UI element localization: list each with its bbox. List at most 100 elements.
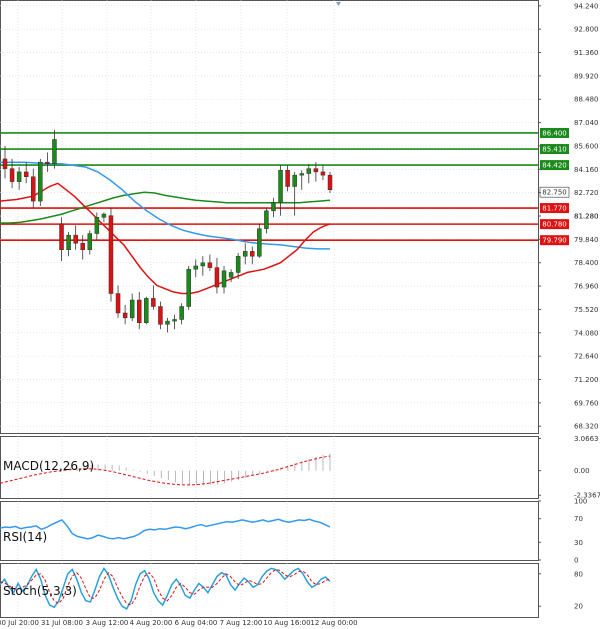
candle-body	[16, 171, 22, 182]
time-tick-label: 12 Aug 00:00	[310, 619, 357, 627]
candle-body	[235, 255, 241, 273]
chevron-down-icon[interactable]	[336, 2, 341, 6]
candle-body	[200, 262, 206, 267]
candle-body	[165, 320, 170, 325]
candle-body	[87, 233, 93, 250]
candle-body	[31, 176, 36, 202]
price-tick-label: 68.320	[574, 423, 599, 431]
candle-body	[129, 299, 135, 319]
candle-body	[108, 215, 114, 294]
stoch-k-line	[0, 566, 331, 610]
candle-body	[158, 306, 163, 325]
time-tick-label: 7 Aug 12:00	[220, 619, 263, 627]
time-tick-label: 6 Aug 04:00	[175, 619, 218, 627]
candle-body	[122, 312, 128, 319]
price-level-badge	[540, 219, 569, 230]
candle-body	[327, 174, 333, 190]
support-resistance-levels: 86.400 85.410 84.420 81.770 80.780 79.790 82.7…	[0, 127, 599, 246]
price-level-badge	[540, 160, 569, 171]
candle-body	[80, 243, 85, 250]
rsi-tick-label: 0	[574, 557, 578, 565]
time-tick-label: 31 Jul 08:00	[41, 619, 83, 627]
candle-body	[278, 170, 283, 203]
candle-body	[2, 158, 8, 169]
price-tick-label: 71.200	[574, 376, 599, 384]
macd-tick-label: 0.00	[574, 467, 590, 475]
candle-body	[242, 251, 248, 257]
candle-body	[94, 217, 100, 234]
candle-body	[257, 228, 262, 257]
candle-body	[250, 251, 255, 257]
price-tick-label: 87.040	[574, 119, 599, 127]
ma-red-line	[0, 182, 331, 295]
time-tick-label: 30 Jul 20:00	[0, 619, 39, 627]
macd-panel-frame	[0, 436, 539, 499]
candle-body	[186, 268, 191, 307]
price-tick-label: 82.720	[574, 189, 599, 197]
candle-body	[52, 139, 57, 165]
price-tick-label: 85.600	[574, 142, 599, 150]
stoch-tick-label: 20	[574, 603, 583, 611]
time-tick-label: 4 Aug 20:00	[130, 619, 173, 627]
price-tick-label: 75.520	[574, 306, 599, 314]
candle-body	[306, 168, 312, 174]
price-level-badge	[540, 144, 569, 155]
candle-body	[292, 174, 297, 187]
price-tick-label: 92.800	[574, 26, 599, 34]
candle-body	[221, 270, 227, 288]
candle-body	[38, 161, 43, 202]
price-tick-label: 78.400	[574, 259, 599, 267]
price-level-label: 85.410	[542, 146, 567, 154]
macd-panel: 3.0663 0.00 -2.3367 MACD(12,26,9)	[0, 435, 600, 500]
candle-body	[320, 171, 326, 176]
minor-price-label: 81.280	[574, 213, 599, 221]
price-tick-label: 79.840	[574, 236, 599, 244]
price-tick-label: 81.280	[574, 213, 599, 221]
price-axis: 94.240 92.800 91.360 89.920 88.480 87.040 85.6…	[538, 2, 599, 431]
rsi-panel: 100 70 30 0 RSI(14)	[0, 498, 587, 565]
price-tick-label: 89.920	[574, 72, 599, 80]
candlesticks	[2, 129, 333, 333]
price-tick-label: 72.640	[574, 353, 599, 361]
panel-frames	[0, 0, 539, 618]
candle-body	[23, 171, 29, 178]
candle-body	[45, 161, 50, 165]
stoch-panel-frame	[0, 563, 539, 618]
macd-signal-line	[0, 455, 331, 486]
price-level-badge	[540, 235, 569, 246]
macd-label: MACD(12,26,9)	[3, 459, 94, 473]
price-level-label: 81.770	[542, 205, 567, 213]
price-level-badge	[540, 203, 569, 214]
price-tick-label: 88.480	[574, 96, 599, 104]
price-level-label: 80.780	[542, 221, 567, 229]
candle-body	[66, 234, 71, 250]
candle-body	[144, 298, 149, 323]
candle-body	[101, 213, 107, 218]
stoch-panel: 80 20 Stoch(5,3,3)	[0, 566, 583, 611]
candle-body	[59, 223, 64, 250]
grid-lines	[0, 0, 538, 617]
macd-tick-label: -2.3367	[574, 492, 600, 500]
candle-body	[115, 293, 121, 314]
candle-body	[9, 168, 15, 182]
rsi-tick-label: 30	[574, 539, 583, 547]
candle-body	[207, 262, 213, 268]
candle-body	[193, 265, 199, 270]
macd-tick-label: 3.0663	[574, 435, 599, 443]
candle-body	[313, 168, 319, 173]
price-tick-label: 74.080	[574, 329, 599, 337]
candle-body	[299, 173, 304, 176]
candle-body	[136, 299, 142, 323]
stoch-d-line	[0, 568, 331, 606]
price-tick-label: 91.360	[574, 49, 599, 57]
candle-body	[264, 210, 269, 229]
candle-body	[172, 319, 177, 322]
price-tick-label: 69.760	[574, 399, 599, 407]
current-price-label: 82.750	[542, 189, 567, 197]
price-tick-label: 84.160	[574, 166, 599, 174]
rsi-line	[0, 518, 331, 540]
price-level-label: 79.790	[542, 237, 567, 245]
candle-body	[271, 202, 276, 212]
candle-body	[285, 170, 290, 187]
